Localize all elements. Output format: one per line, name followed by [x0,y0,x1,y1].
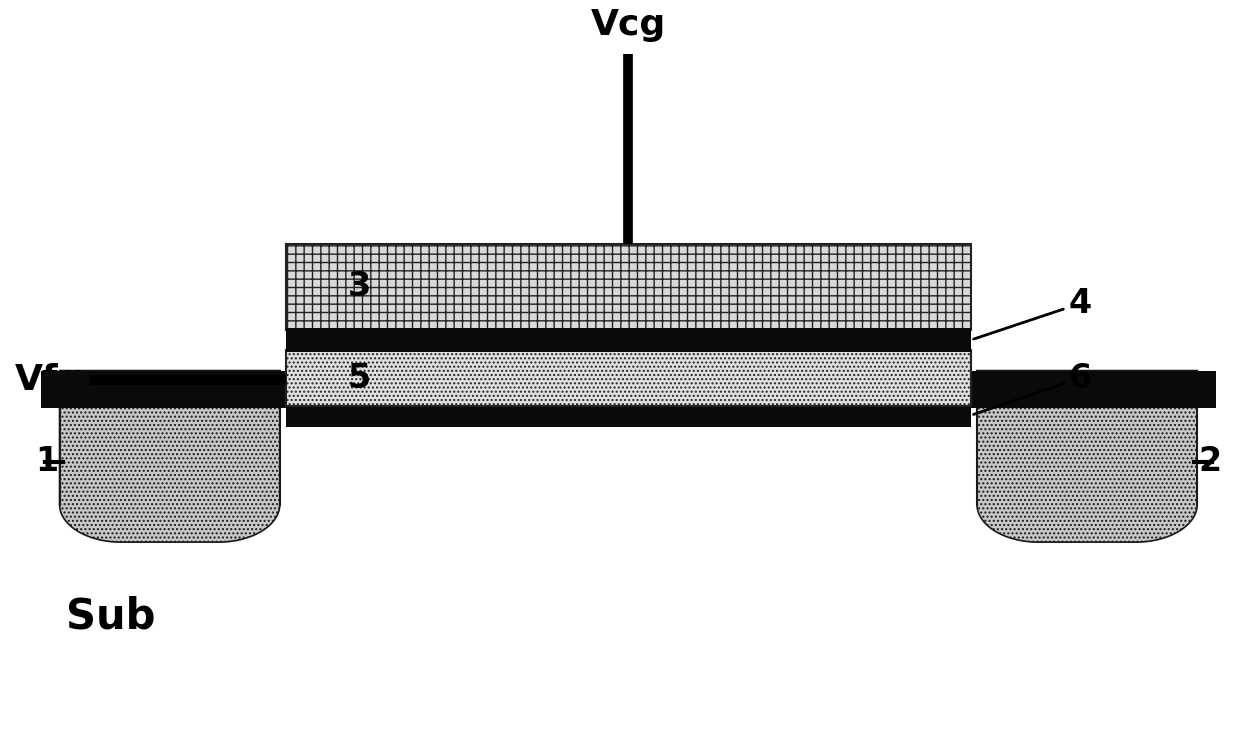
Text: 2: 2 [1199,445,1221,478]
Bar [286,404,971,427]
Polygon shape [977,370,1197,542]
Bar [41,370,1215,408]
Text: 1: 1 [35,445,58,478]
Text: Vcg: Vcg [590,8,666,42]
Text: 4: 4 [973,287,1092,339]
Polygon shape [60,370,280,542]
Text: Vfg: Vfg [15,363,84,397]
Bar [286,244,971,330]
Bar [286,351,971,406]
Text: 5: 5 [347,362,371,395]
Text: 3: 3 [347,270,371,303]
Text: Sub: Sub [66,596,155,638]
Text: 6: 6 [973,361,1092,415]
Bar [286,328,971,352]
